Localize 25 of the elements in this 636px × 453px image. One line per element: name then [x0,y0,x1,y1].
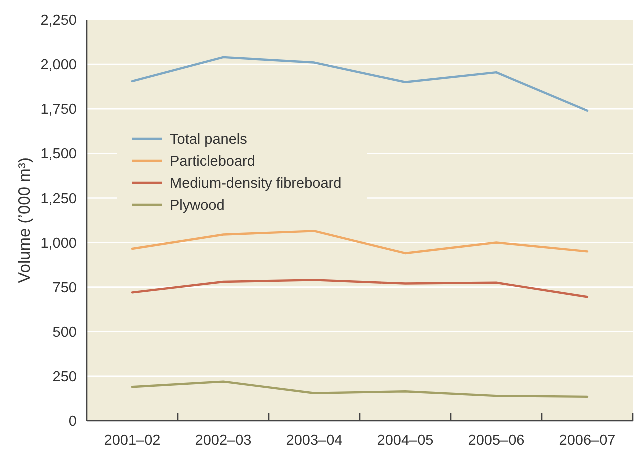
y-tick-label: 250 [52,370,77,386]
y-tick-label: 1,250 [40,191,77,208]
x-tick-label: 2001–02 [104,433,161,450]
y-tick-label: 2,000 [40,58,77,74]
y-tick-label: 1,000 [40,236,77,252]
y-tick-label: 1,500 [40,146,77,163]
y-tick-label: 500 [52,324,77,341]
x-tick-label: 2006–07 [559,433,616,450]
x-tick-label: 2004–05 [377,433,434,450]
x-tick-label: 2002–03 [195,433,252,450]
y-tick-label: 2,250 [40,13,77,30]
y-tick-label: 0 [68,414,77,430]
line-series [131,230,589,255]
legend-label: Plywood [170,198,225,214]
legend-label: Total panels [170,132,248,148]
line-series [131,56,589,112]
x-tick-label: 2005–06 [468,433,525,450]
y-tick-label: 1,750 [40,102,77,118]
y-tick-label: 750 [52,280,77,296]
line-series [131,380,589,398]
legend-label: Particleboard [170,154,256,170]
line-series [131,279,589,298]
x-tick-label: 2003–04 [286,433,343,450]
legend-label: Medium-density fibreboard [170,176,342,192]
y-axis-title: Volume (’000 m³) [16,158,34,284]
